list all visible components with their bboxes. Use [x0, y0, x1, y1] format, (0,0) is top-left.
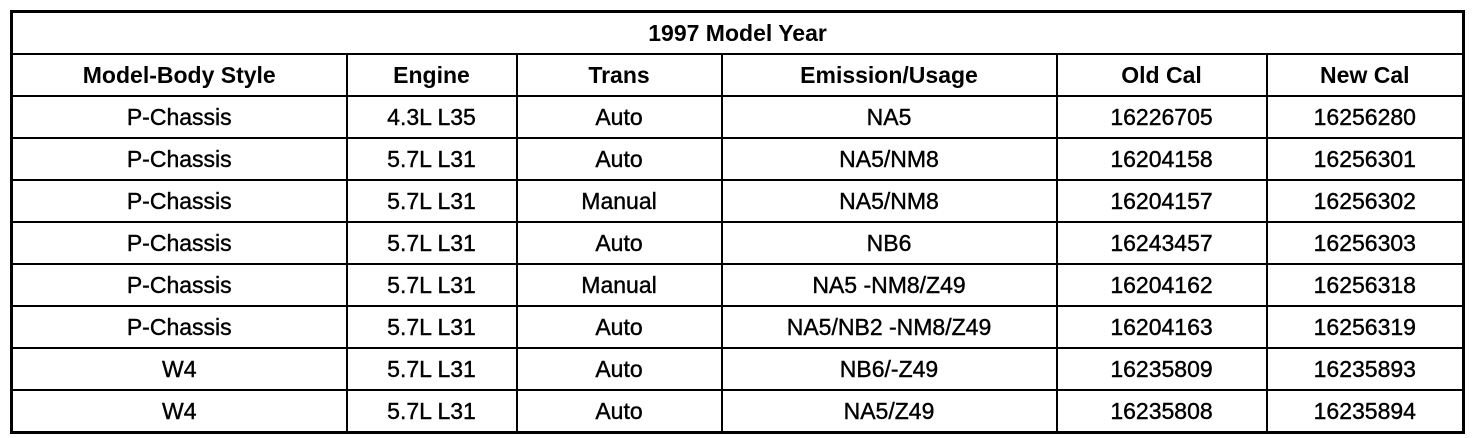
table-cell: 4.3L L35: [345, 95, 518, 139]
table-cell: W4: [10, 389, 348, 434]
table-row: P-Chassis 4.3L L35 Auto NA5 16226705 16256280: [10, 95, 1465, 139]
table-cell: 16204158: [1055, 137, 1268, 181]
table-cell: Auto: [515, 221, 723, 265]
column-header: New Cal: [1265, 53, 1465, 97]
table-cell: 5.7L L31: [345, 263, 518, 307]
table-cell: P-Chassis: [10, 221, 348, 265]
table-cell: 16226705: [1055, 95, 1268, 139]
column-header: Emission/Usage: [720, 53, 1058, 97]
table-cell: 16235893: [1265, 347, 1465, 391]
table-cell: 5.7L L31: [345, 179, 518, 223]
table-cell: Auto: [515, 95, 723, 139]
title-row: 1997 Model Year: [10, 10, 1465, 55]
column-header: Model-Body Style: [10, 53, 348, 97]
table-row: P-Chassis 5.7L L31 Manual NA5/NM8 16204157 16…: [10, 179, 1465, 223]
table-row: W4 5.7L L31 Auto NB6/-Z49 16235809 16235893: [10, 347, 1465, 391]
column-header: Trans: [515, 53, 723, 97]
table-cell: NA5/NM8: [720, 179, 1058, 223]
table-cell: 16235808: [1055, 389, 1268, 434]
table-cell: 5.7L L31: [345, 347, 518, 391]
table-cell: P-Chassis: [10, 95, 348, 139]
table-cell: Auto: [515, 389, 723, 434]
table-cell: NA5/NB2 -NM8/Z49: [720, 305, 1058, 349]
table-cell: P-Chassis: [10, 137, 348, 181]
table-cell: NB6: [720, 221, 1058, 265]
table-cell: 16256302: [1265, 179, 1465, 223]
table-cell: 16235809: [1055, 347, 1268, 391]
table-cell: P-Chassis: [10, 305, 348, 349]
table-cell: 5.7L L31: [345, 137, 518, 181]
table-cell: 5.7L L31: [345, 305, 518, 349]
table-title: 1997 Model Year: [10, 10, 1465, 55]
table-cell: 16204162: [1055, 263, 1268, 307]
table-cell: 16235894: [1265, 389, 1465, 434]
column-header: Engine: [345, 53, 518, 97]
table-cell: 16256303: [1265, 221, 1465, 265]
table-cell: Manual: [515, 179, 723, 223]
table-row: P-Chassis 5.7L L31 Manual NA5 -NM8/Z49 16204…: [10, 263, 1465, 307]
table-row: P-Chassis 5.7L L31 Auto NA5/NB2 -NM8/Z49 162…: [10, 305, 1465, 349]
table-cell: W4: [10, 347, 348, 391]
table-row: W4 5.7L L31 Auto NA5/Z49 16235808 16235894: [10, 389, 1465, 434]
calibration-table: 1997 Model Year Model-Body Style Engine Tr…: [10, 10, 1466, 434]
table-cell: NA5 -NM8/Z49: [720, 263, 1058, 307]
header-row: Model-Body Style Engine Trans Emission/Usag…: [10, 53, 1465, 97]
table-cell: NA5/NM8: [720, 137, 1058, 181]
table-cell: 5.7L L31: [345, 221, 518, 265]
table-cell: NA5: [720, 95, 1058, 139]
table-cell: 16256301: [1265, 137, 1465, 181]
table-cell: NA5/Z49: [720, 389, 1058, 434]
table-cell: 16204157: [1055, 179, 1268, 223]
table-row: P-Chassis 5.7L L31 Auto NA5/NM8 16204158 1625…: [10, 137, 1465, 181]
column-header: Old Cal: [1055, 53, 1268, 97]
table-container: 1997 Model Year Model-Body Style Engine Tr…: [10, 10, 1466, 434]
table-cell: P-Chassis: [10, 179, 348, 223]
table-cell: NB6/-Z49: [720, 347, 1058, 391]
table-row: P-Chassis 5.7L L31 Auto NB6 16243457 16256303: [10, 221, 1465, 265]
table-cell: 16204163: [1055, 305, 1268, 349]
table-cell: Auto: [515, 137, 723, 181]
table-cell: 16243457: [1055, 221, 1268, 265]
table-cell: Manual: [515, 263, 723, 307]
table-cell: P-Chassis: [10, 263, 348, 307]
table-body: P-Chassis 4.3L L35 Auto NA5 16226705 16256280…: [10, 95, 1465, 434]
table-cell: Auto: [515, 347, 723, 391]
table-cell: Auto: [515, 305, 723, 349]
table-cell: 16256280: [1265, 95, 1465, 139]
table-cell: 16256319: [1265, 305, 1465, 349]
table-cell: 16256318: [1265, 263, 1465, 307]
table-cell: 5.7L L31: [345, 389, 518, 434]
